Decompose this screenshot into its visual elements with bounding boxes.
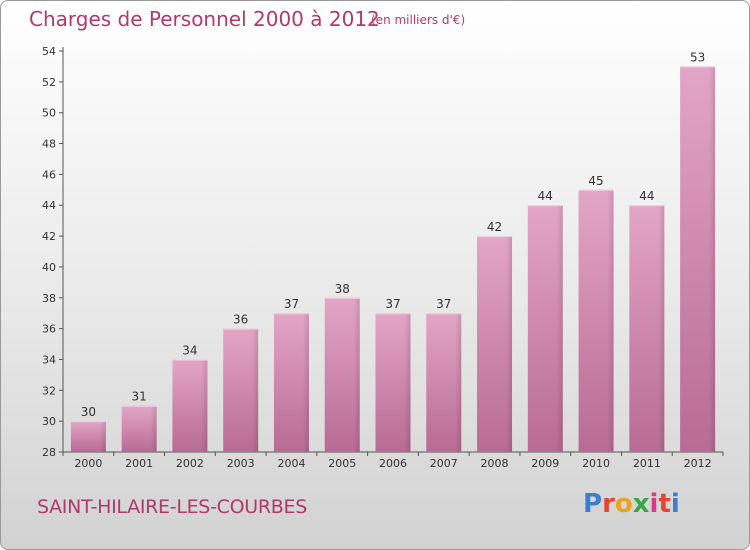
x-tick-label: 2008: [481, 457, 509, 470]
y-tick-label: 34: [42, 353, 56, 366]
y-tick-label: 54: [42, 45, 56, 58]
y-tick-label: 46: [42, 168, 56, 181]
x-tick-label: 2003: [227, 457, 255, 470]
bar-shade: [607, 189, 614, 453]
y-tick-label: 50: [42, 107, 56, 120]
logo-letter: P: [583, 489, 603, 519]
y-tick-label: 32: [42, 384, 56, 397]
x-tick-label: 2010: [582, 457, 610, 470]
bar-shade: [455, 313, 462, 452]
x-tick-label: 2006: [379, 457, 407, 470]
bar-shade: [252, 328, 259, 452]
x-tick-label: 2009: [531, 457, 559, 470]
bar-shade: [99, 421, 106, 452]
commune-name: SAINT-HILAIRE-LES-COURBES: [37, 496, 307, 518]
data-label: 53: [690, 50, 705, 64]
y-tick-label: 48: [42, 138, 56, 151]
x-tick-label: 2004: [277, 457, 305, 470]
logo-letter: i: [670, 489, 680, 519]
data-label: 36: [233, 313, 248, 327]
logo-letter: t: [658, 489, 671, 519]
bar-shade: [353, 297, 360, 452]
y-tick-label: 40: [42, 261, 56, 274]
data-label: 30: [81, 405, 96, 419]
bar-shade: [150, 405, 157, 452]
y-tick-label: 36: [42, 323, 56, 336]
bar-shade: [658, 205, 665, 452]
bar-shade: [556, 205, 563, 452]
data-label: 37: [436, 297, 451, 311]
y-tick-label: 42: [42, 230, 56, 243]
logo-letter: i: [649, 489, 659, 519]
proxiti-logo: Proxiti: [583, 489, 680, 519]
y-tick-label: 44: [42, 199, 56, 212]
data-label: 31: [132, 390, 147, 404]
y-tick-label: 52: [42, 76, 56, 89]
chart-subtitle: (en milliers d'€): [371, 13, 466, 27]
data-label: 45: [588, 174, 603, 188]
chart-title: Charges de Personnel 2000 à 2012: [29, 7, 380, 31]
bar-shade: [404, 313, 411, 452]
x-tick-label: 2011: [633, 457, 661, 470]
bar-shade: [302, 313, 309, 452]
x-tick-label: 2002: [176, 457, 204, 470]
data-label: 44: [538, 189, 553, 203]
logo-letter: r: [602, 489, 615, 519]
logo-letter: x: [632, 489, 650, 519]
data-label: 37: [284, 297, 299, 311]
y-tick-label: 28: [42, 446, 56, 459]
x-tick-label: 2007: [430, 457, 458, 470]
data-label: 44: [639, 189, 654, 203]
bar-shade: [201, 359, 208, 452]
data-label: 37: [385, 297, 400, 311]
x-tick-label: 2005: [328, 457, 356, 470]
x-tick-label: 2001: [125, 457, 153, 470]
data-label: 38: [335, 282, 350, 296]
bar-shade: [709, 66, 716, 452]
data-label: 34: [182, 343, 197, 357]
x-tick-label: 2012: [684, 457, 712, 470]
y-tick-label: 38: [42, 292, 56, 305]
data-label: 42: [487, 220, 502, 234]
x-tick-label: 2000: [74, 457, 102, 470]
logo-letter: o: [614, 489, 633, 519]
y-tick-label: 30: [42, 415, 56, 428]
bar-shade: [506, 236, 513, 452]
